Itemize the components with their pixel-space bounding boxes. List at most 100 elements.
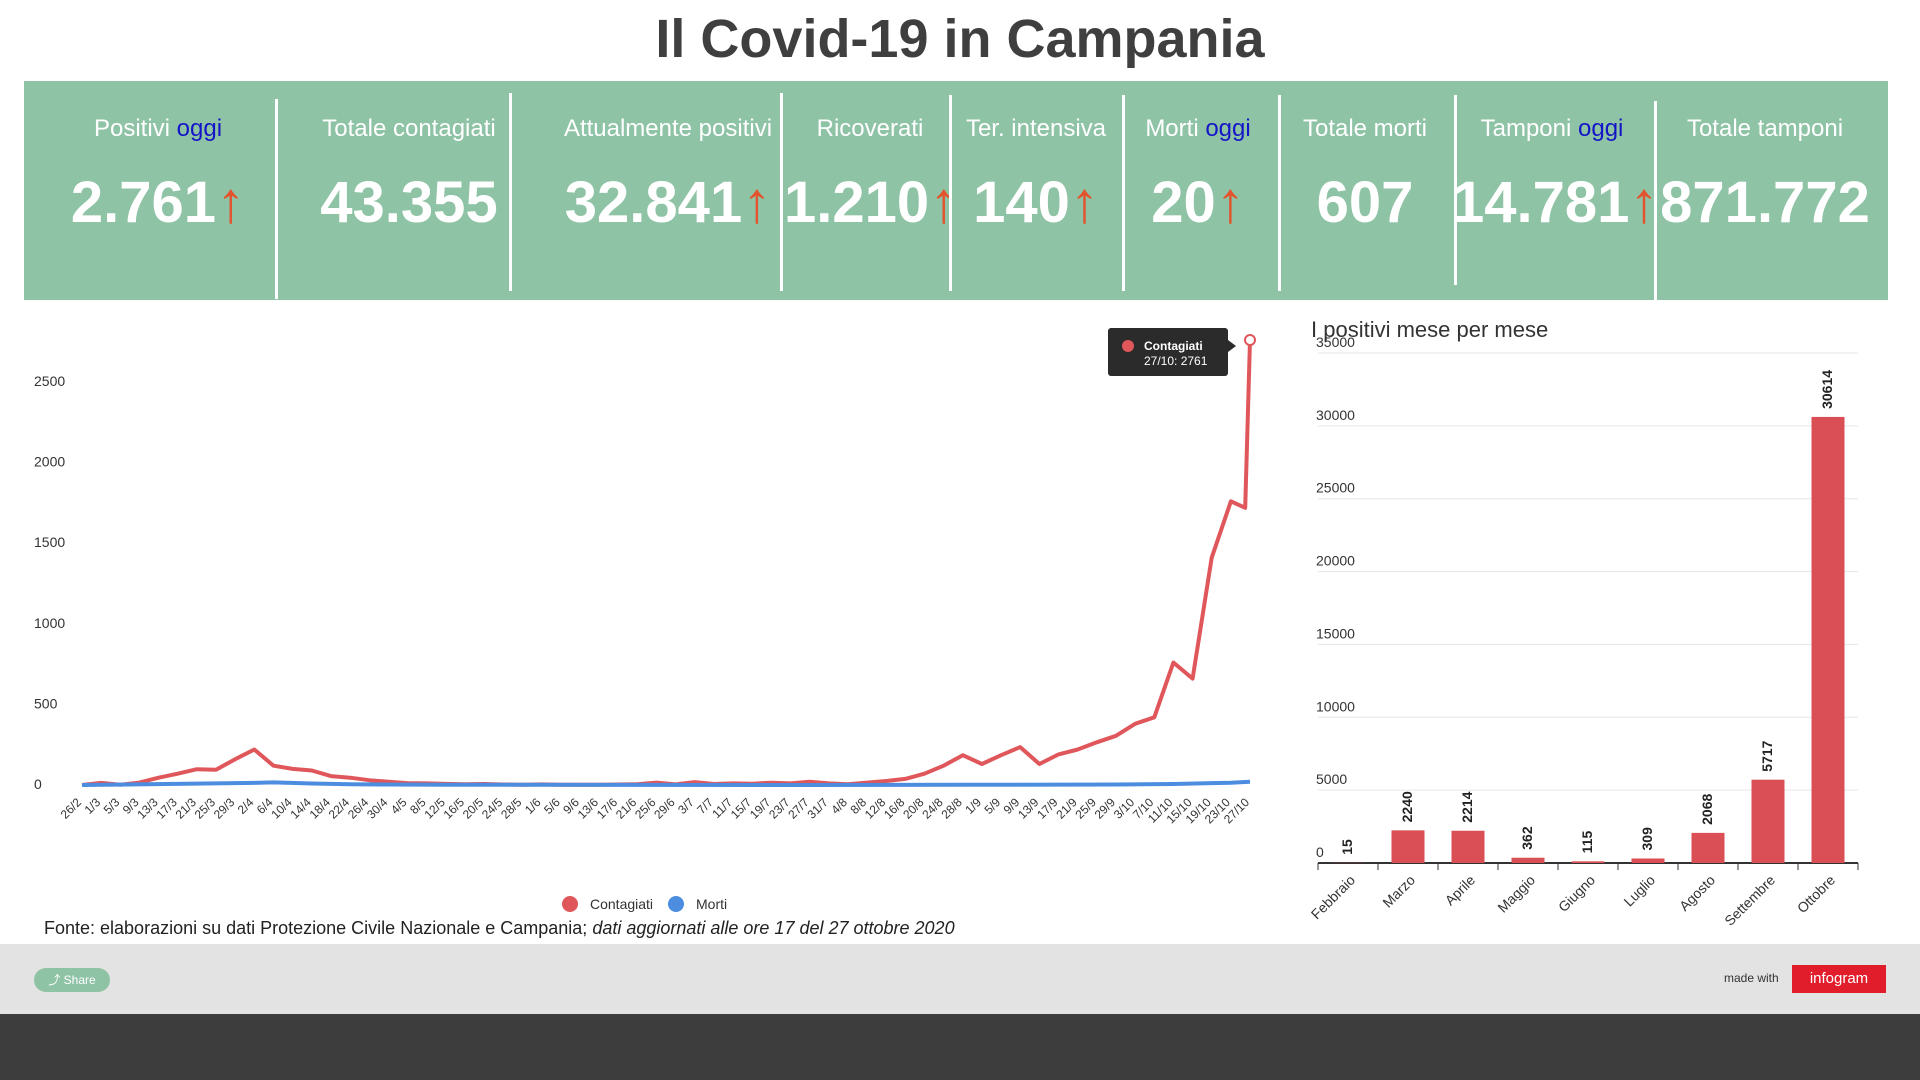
up-arrow-icon: ↑ [1069, 170, 1099, 235]
stat-divider [1122, 95, 1125, 291]
footer-bar: ⤴ Share made with infogram [0, 944, 1920, 1014]
stat-label: Morti oggi [1145, 115, 1251, 142]
x-tick-label: 5/6 [541, 795, 563, 817]
bar-chart: I positivi mese per mese 0 5000 10000 15000 2… [1308, 317, 1859, 929]
up-arrow-icon: ↑ [1215, 170, 1245, 235]
stat-divider [780, 93, 783, 291]
y-tick-label: 1500 [34, 534, 65, 550]
x-tick-label: 29/6 [651, 795, 678, 822]
y-tick-label: 15000 [1316, 625, 1355, 641]
up-arrow-icon: ↑ [929, 170, 959, 235]
stat-label: Totale morti [1302, 115, 1428, 142]
stat-label: Positivi oggi [93, 115, 223, 142]
stat-totale-contagiati: Totale contagiati 43.355 [276, 81, 542, 300]
stat-totale-morti: Totale morti 607 [1280, 81, 1450, 300]
bar-value-label: 309 [1639, 827, 1655, 851]
y-tick-label: 0 [1316, 844, 1324, 860]
y-tick-label: 10000 [1316, 698, 1355, 714]
bar [1451, 830, 1485, 863]
tooltip-value: 27/10: 2761 [1144, 354, 1208, 368]
infogram-logo[interactable]: infogram [1792, 965, 1886, 993]
share-button[interactable]: ⤴ Share [34, 968, 110, 992]
bar [1811, 416, 1845, 863]
stat-value: 2.761↑ [70, 170, 246, 235]
stat-divider [509, 93, 512, 291]
bar [1691, 832, 1725, 863]
x-tick-label: Giugno [1555, 872, 1598, 915]
made-with-label: made with [1724, 971, 1779, 985]
stat-positivi-oggi: Positivi oggi 2.761↑ [32, 81, 284, 300]
bar-value-label: 2240 [1399, 791, 1415, 822]
stat-label: Ricoverati [816, 115, 924, 142]
y-tick-label: 25000 [1316, 480, 1355, 496]
y-tick-label: 20000 [1316, 553, 1355, 569]
x-tick-label: Marzo [1379, 872, 1418, 911]
x-tick-label: 1/6 [522, 795, 544, 817]
stat-ter-intensiva: Ter. intensiva 140↑ [952, 81, 1120, 300]
x-tick-label: Aprile [1441, 872, 1478, 909]
stats-banner: Positivi oggi 2.761↑ Totale contagiati 4… [24, 81, 1888, 301]
stat-ricoverati: Ricoverati 1.210↑ [784, 81, 959, 300]
x-tick-label: Ottobre [1794, 872, 1838, 916]
stat-value: 20↑ [1151, 170, 1245, 235]
stat-label: Totale contagiati [322, 115, 496, 142]
page-title: Il Covid-19 in Campania [655, 9, 1265, 69]
up-arrow-icon: ↑ [742, 170, 772, 235]
stat-value: 1.210↑ [784, 170, 959, 235]
x-tick-label: 1/3 [82, 795, 104, 817]
stat-tamponi-oggi: Tamponi oggi 14.781↑ [1452, 81, 1659, 300]
share-icon: ⤴ [48, 973, 64, 987]
bar-value-label: 2214 [1459, 791, 1475, 822]
x-tick-label: 5/3 [101, 795, 123, 817]
line-chart: 0500100015002000250026/21/35/39/313/317/… [34, 328, 1256, 912]
series-line-contagiati [81, 339, 1252, 787]
x-tick-label: 31/7 [804, 795, 831, 822]
stat-value: 43.355 [320, 170, 498, 235]
stat-value: 32.841↑ [564, 170, 772, 235]
bar [1751, 779, 1785, 863]
bar-value-label: 2068 [1699, 794, 1715, 825]
tooltip-pointer [1228, 340, 1236, 352]
legend-marker [562, 896, 578, 912]
stat-divider [1278, 95, 1281, 291]
stat-label: Totale tamponi [1686, 115, 1844, 142]
bar-value-label: 115 [1579, 831, 1595, 854]
x-tick-label: 30/4 [364, 795, 391, 822]
legend-label: Morti [696, 896, 727, 912]
x-tick-label: Luglio [1620, 872, 1658, 910]
bar [1391, 830, 1425, 863]
stat-label: Tamponi oggi [1480, 115, 1624, 142]
tooltip-dot [1122, 340, 1134, 352]
x-tick-label: 29/3 [211, 795, 238, 822]
stat-attualmente-positivi: Attualmente positivi 32.841↑ [530, 81, 806, 300]
stat-label: Attualmente positivi [563, 115, 773, 142]
bar-value-label: 362 [1519, 826, 1535, 850]
x-tick-label: 4/5 [388, 795, 410, 817]
stat-totale-tamponi: Totale tamponi 871.772 [1654, 81, 1876, 300]
bar-value-label: 30614 [1819, 370, 1835, 409]
bar-value-label: 15 [1339, 839, 1355, 855]
up-arrow-icon: ↑ [1629, 170, 1659, 235]
y-tick-label: 5000 [1316, 771, 1347, 787]
x-tick-label: 5/9 [982, 795, 1004, 817]
bar-chart-title: I positivi mese per mese [1311, 317, 1548, 342]
series-line-morti [81, 779, 1251, 787]
stat-value: 140↑ [973, 170, 1099, 235]
stat-divider [275, 99, 278, 299]
x-tick-label: Febbraio [1308, 872, 1359, 923]
y-tick-label: 2000 [34, 454, 65, 470]
x-tick-label: Settembre [1721, 872, 1778, 929]
x-tick-label: Agosto [1676, 872, 1718, 914]
x-tick-label: 1/9 [962, 795, 984, 817]
last-point-marker [1244, 334, 1256, 346]
tooltip-box [1108, 328, 1228, 376]
stat-divider [1654, 101, 1657, 301]
y-tick-label: 500 [34, 695, 58, 711]
x-tick-label: 4/8 [828, 795, 850, 817]
bar [1571, 861, 1605, 863]
y-tick-label: 35000 [1316, 334, 1355, 350]
x-tick-label: 2/4 [235, 795, 257, 817]
stat-morti-oggi: Morti oggi 20↑ [1122, 81, 1274, 300]
bar-value-label: 5717 [1759, 740, 1775, 771]
stat-value: 14.781↑ [1452, 170, 1659, 235]
